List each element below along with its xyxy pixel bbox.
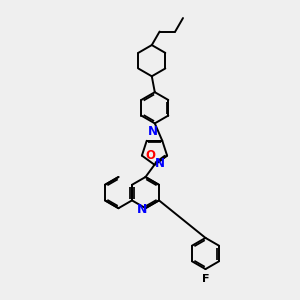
Text: N: N: [137, 203, 147, 216]
Text: F: F: [202, 274, 209, 284]
Text: O: O: [145, 149, 155, 162]
Text: N: N: [148, 125, 158, 138]
Text: N: N: [155, 157, 165, 170]
